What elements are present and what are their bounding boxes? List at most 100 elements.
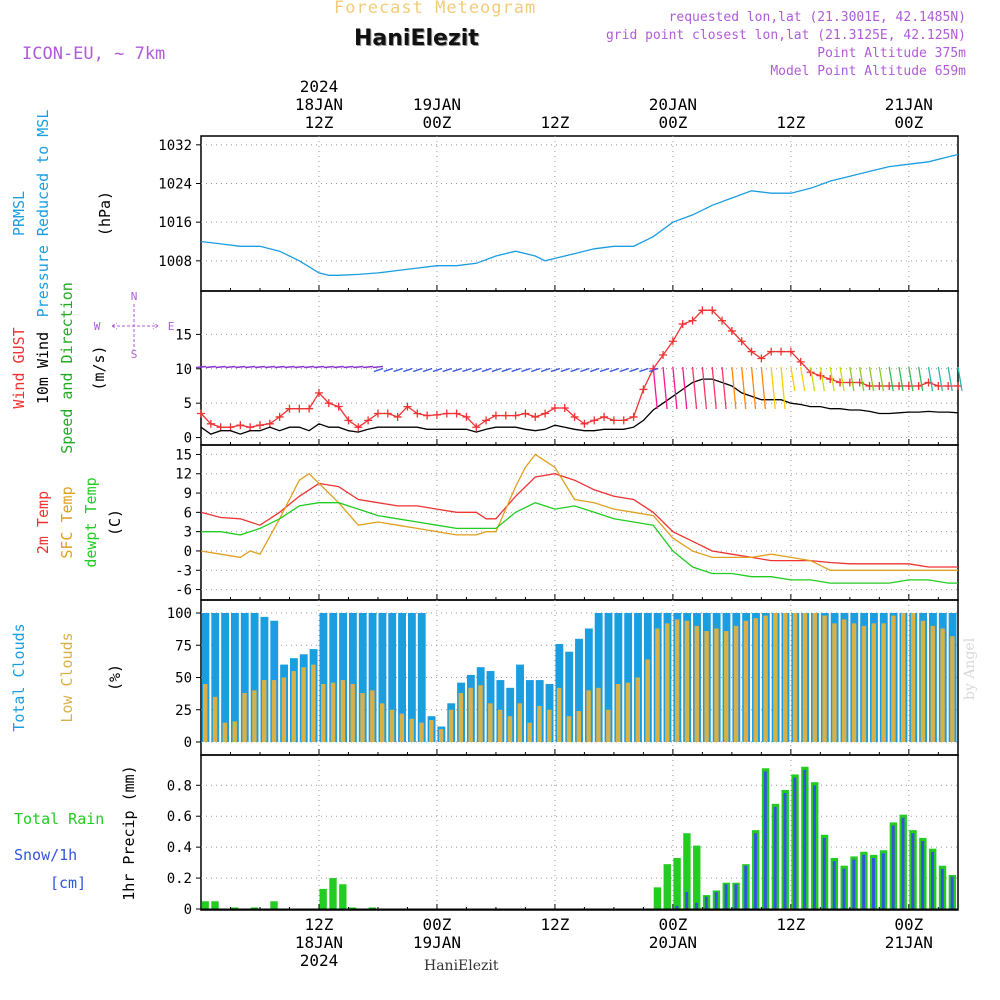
gust-point — [216, 423, 225, 432]
gust-point — [393, 412, 402, 421]
low-clouds-bar — [596, 687, 601, 742]
low-clouds-bar — [606, 709, 611, 742]
wind-direction-arrow — [225, 365, 236, 369]
wind-direction-arrow — [540, 367, 551, 373]
low-clouds-bar — [242, 692, 247, 742]
wind-direction-arrow — [245, 365, 256, 369]
total-clouds-bar — [388, 613, 397, 742]
wind-direction-arrow — [521, 367, 531, 373]
wind-direction-arrow — [672, 366, 678, 410]
snow-bar — [763, 771, 767, 909]
snow-bar — [744, 865, 748, 909]
model-name: ICON-EU, ~ 7km — [22, 44, 166, 64]
low-clouds-bar — [409, 718, 414, 742]
gust-point — [295, 404, 304, 413]
total-clouds-bar — [565, 651, 574, 742]
pressure-axis-label: (hPa) — [96, 191, 114, 236]
top-time-label: 12Z — [776, 113, 805, 132]
total-clouds-bar — [329, 613, 338, 742]
snow-bar — [813, 785, 816, 909]
snow-bar — [852, 859, 856, 909]
temperature-ytick-label: -3 — [175, 563, 192, 579]
total-clouds-bar — [575, 638, 583, 742]
bottom-time-label: 21JAN — [885, 933, 933, 952]
requested-coords: requested lon,lat (21.3001E, 42.1485N) — [668, 10, 966, 25]
rain-bar — [319, 888, 327, 909]
low-clouds-bar — [950, 636, 955, 742]
wind-direction-arrow — [383, 367, 394, 373]
precipitation-frame — [200, 754, 959, 911]
low-clouds-bar — [547, 709, 552, 742]
wind-direction-arrow — [353, 365, 364, 369]
total-clouds-bar — [211, 613, 220, 742]
low-clouds-bar — [261, 680, 267, 742]
low-clouds-bar — [350, 683, 355, 742]
pressure-ytick-label: 1016 — [158, 215, 192, 231]
gust-point — [403, 402, 412, 411]
wind-direction-arrow — [501, 367, 511, 373]
snow-bar — [911, 833, 915, 909]
gust-point — [197, 409, 205, 418]
snow-bar — [822, 837, 826, 909]
bottom-time-label: 12Z — [305, 915, 334, 934]
wind-direction-arrow — [304, 365, 315, 369]
total-clouds-bar — [378, 613, 387, 742]
wind-direction-arrow — [918, 366, 924, 392]
rain-bar — [339, 884, 347, 909]
low-clouds-bar — [448, 709, 454, 742]
clouds-axis-label: (%) — [106, 664, 124, 691]
wind-direction-arrow — [215, 365, 226, 369]
wind-direction-arrow — [323, 365, 334, 369]
temperature-ytick-label: 0 — [184, 544, 192, 560]
low-clouds-bar — [615, 683, 621, 742]
wind-ytick-label: 10 — [175, 362, 192, 378]
wind-direction-arrow — [819, 366, 826, 392]
gust-point — [472, 423, 481, 432]
low-clouds-bar — [891, 615, 896, 742]
total-clouds-bar — [339, 613, 348, 742]
snow-bar — [734, 884, 738, 909]
top-time-label: 19JAN — [413, 95, 461, 114]
low-clouds-bar — [222, 722, 228, 742]
wind-direction-arrow — [639, 367, 649, 373]
total-clouds-bar — [319, 613, 328, 742]
gust-point — [373, 409, 382, 418]
temperature-axis-label: (C) — [106, 509, 124, 536]
gust-point — [668, 337, 677, 346]
temperature-ytick-label: 15 — [175, 447, 192, 463]
snow-bar — [842, 868, 846, 909]
gust-point — [452, 409, 461, 418]
gust-point — [619, 416, 628, 425]
snow-bar — [872, 857, 875, 909]
wind-direction-arrow — [491, 367, 502, 373]
snow-bar — [675, 905, 679, 909]
wind-direction-arrow — [432, 367, 443, 373]
wind-direction-arrow — [462, 367, 472, 373]
gust-point — [285, 404, 294, 413]
wind-direction-arrow — [629, 367, 639, 373]
gust-point — [609, 416, 618, 425]
top-time-label: 2024 — [300, 77, 339, 96]
wind-direction-arrow — [750, 366, 757, 410]
wind-direction-arrow — [343, 365, 354, 369]
wind-direction-arrow — [195, 365, 207, 369]
top-time-label: 12Z — [305, 113, 334, 132]
low-clouds-bar — [743, 620, 749, 742]
snow-bar — [901, 817, 905, 909]
gust-point — [688, 316, 697, 325]
gust-point — [442, 409, 451, 418]
wind-direction-arrow — [403, 367, 413, 373]
low-clouds-bar — [753, 618, 758, 742]
low-clouds-bar — [340, 680, 346, 742]
gust-point — [521, 409, 530, 418]
low-clouds-bar — [379, 703, 385, 742]
precipitation-ytick-label: 0.2 — [167, 871, 192, 887]
rain-bar — [270, 901, 278, 909]
wind-direction-arrow — [452, 367, 462, 373]
gust-point — [511, 411, 520, 420]
wind-direction-arrow — [609, 367, 620, 373]
wind-direction-arrow — [957, 366, 963, 392]
low-clouds-bar — [635, 677, 640, 742]
wind-direction-arrow — [800, 366, 806, 392]
top-time-label: 00Z — [894, 113, 923, 132]
